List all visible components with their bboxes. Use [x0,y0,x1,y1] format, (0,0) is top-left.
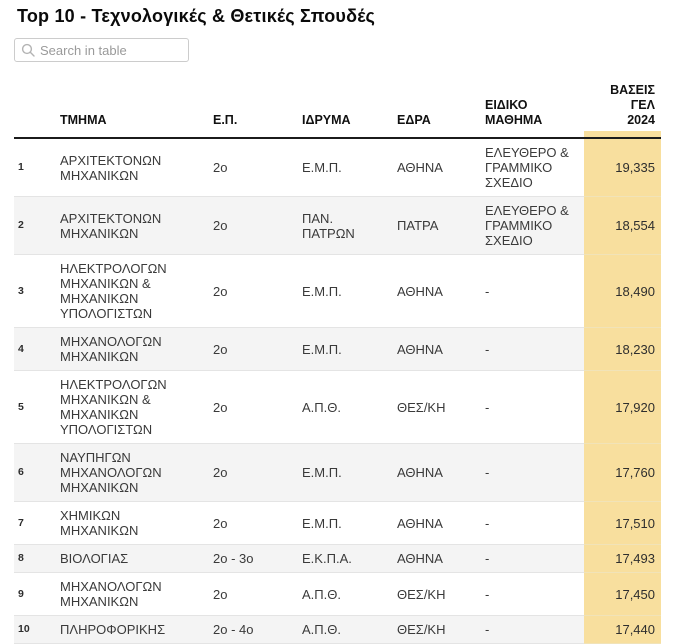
cell-eidiko-mathima: ΕΛΕΥΘΕΡΟ & ΓΡΑΜΜΙΚΟ ΣΧΕΔΙΟ [485,196,584,255]
table-row: 10 ΠΛΗΡΟΦΟΡΙΚΗΣ 2ο - 4ο Α.Π.Θ. ΘΕΣ/ΚΗ -17,440 [14,615,661,644]
table-row: 1 ΑΡΧΙΤΕΚΤΟΝΩΝ ΜΗΧΑΝΙΚΩΝ 2ο Ε.Μ.Π. ΑΘΗΝΑ ΕΛΕΥ… [14,138,661,197]
table-row: 9 ΜΗΧΑΝΟΛΟΓΩΝ ΜΗΧΑΝΙΚΩΝ 2ο Α.Π.Θ. ΘΕΣ/ΚΗ -17,… [14,572,661,616]
cell-ep: 2ο [213,501,302,545]
cell-ep: 2ο [213,254,302,328]
cell-edra: ΑΘΗΝΑ [397,327,485,371]
cell-tmima: ΗΛΕΚΤΡΟΛΟΓΩΝ ΜΗΧΑΝΙΚΩΝ & ΜΗΧΑΝΙΚΩΝ ΥΠΟΛΟ… [60,370,213,444]
column-header-rank [14,79,60,139]
cell-rank: 2 [14,196,60,255]
cell-vaseis-gel-2024: 17,440 [584,615,661,644]
cell-ep: 2ο - 3ο [213,544,302,573]
cell-eidiko-mathima: - [485,327,584,371]
search-box[interactable] [14,38,189,62]
cell-vaseis-gel-2024: 17,760 [584,443,661,502]
cell-rank: 6 [14,443,60,502]
column-header-edra: ΕΔΡΑ [397,79,485,139]
cell-edra: ΠΑΤΡΑ [397,196,485,255]
cell-eidiko-mathima: - [485,615,584,644]
table-row: 8 ΒΙΟΛΟΓΙΑΣ 2ο - 3ο Ε.Κ.Π.Α. ΑΘΗΝΑ -17,493 [14,544,661,573]
cell-eidiko-mathima: - [485,544,584,573]
table-header-row: ΤΜΗΜΑ Ε.Π. ΙΔΡΥΜΑ ΕΔΡΑ ΕΙΔΙΚΟ ΜΑΘΗΜΑ ΒΑΣ… [14,79,661,139]
cell-eidiko-mathima: - [485,501,584,545]
column-header-vaseis-gel-2024: ΒΑΣΕΙΣ ΓΕΛ 2024 [584,79,661,139]
cell-rank: 4 [14,327,60,371]
cell-edra: ΑΘΗΝΑ [397,138,485,197]
cell-tmima: ΠΛΗΡΟΦΟΡΙΚΗΣ [60,615,213,644]
cell-edra: ΑΘΗΝΑ [397,254,485,328]
cell-tmima: ΑΡΧΙΤΕΚΤΟΝΩΝ ΜΗΧΑΝΙΚΩΝ [60,196,213,255]
cell-idryma: Ε.Μ.Π. [302,443,397,502]
cell-ep: 2ο [213,138,302,197]
table-row: 3 ΗΛΕΚΤΡΟΛΟΓΩΝ ΜΗΧΑΝΙΚΩΝ & ΜΗΧΑΝΙΚΩΝ ΥΠΟΛ… [14,254,661,328]
cell-edra: ΑΘΗΝΑ [397,501,485,545]
cell-vaseis-gel-2024: 17,920 [584,370,661,444]
cell-vaseis-gel-2024: 17,493 [584,544,661,573]
cell-rank: 9 [14,572,60,616]
search-input[interactable] [40,42,182,58]
cell-tmima: ΒΙΟΛΟΓΙΑΣ [60,544,213,573]
cell-vaseis-gel-2024: 18,490 [584,254,661,328]
cell-edra: ΘΕΣ/ΚΗ [397,572,485,616]
cell-tmima: ΝΑΥΠΗΓΩΝ ΜΗΧΑΝΟΛΟΓΩΝ ΜΗΧΑΝΙΚΩΝ [60,443,213,502]
cell-rank: 3 [14,254,60,328]
cell-edra: ΑΘΗΝΑ [397,544,485,573]
cell-ep: 2ο [213,572,302,616]
cell-ep: 2ο [213,327,302,371]
cell-tmima: ΑΡΧΙΤΕΚΤΟΝΩΝ ΜΗΧΑΝΙΚΩΝ [60,138,213,197]
table-body: 1 ΑΡΧΙΤΕΚΤΟΝΩΝ ΜΗΧΑΝΙΚΩΝ 2ο Ε.Μ.Π. ΑΘΗΝΑ ΕΛΕΥ… [14,138,661,644]
table-row: 2 ΑΡΧΙΤΕΚΤΟΝΩΝ ΜΗΧΑΝΙΚΩΝ 2ο ΠΑΝ. ΠΑΤΡΩΝ ΠΑΤΡ… [14,196,661,255]
cell-idryma: Ε.Μ.Π. [302,138,397,197]
cell-vaseis-gel-2024: 17,510 [584,501,661,545]
cell-vaseis-gel-2024: 19,335 [584,138,661,197]
cell-idryma: Ε.Κ.Π.Α. [302,544,397,573]
cell-tmima: ΗΛΕΚΤΡΟΛΟΓΩΝ ΜΗΧΑΝΙΚΩΝ & ΜΗΧΑΝΙΚΩΝ ΥΠΟΛΟ… [60,254,213,328]
cell-rank: 7 [14,501,60,545]
cell-vaseis-gel-2024: 18,230 [584,327,661,371]
cell-edra: ΘΕΣ/ΚΗ [397,370,485,444]
cell-edra: ΑΘΗΝΑ [397,443,485,502]
cell-ep: 2ο [213,443,302,502]
cell-idryma: Ε.Μ.Π. [302,254,397,328]
top10-table: ΤΜΗΜΑ Ε.Π. ΙΔΡΥΜΑ ΕΔΡΑ ΕΙΔΙΚΟ ΜΑΘΗΜΑ ΒΑΣ… [14,79,661,644]
table-row: 7 ΧΗΜΙΚΩΝ ΜΗΧΑΝΙΚΩΝ 2ο Ε.Μ.Π. ΑΘΗΝΑ -17,510 [14,501,661,545]
cell-ep: 2ο [213,196,302,255]
column-header-tmima: ΤΜΗΜΑ [60,79,213,139]
cell-idryma: Ε.Μ.Π. [302,501,397,545]
cell-tmima: ΜΗΧΑΝΟΛΟΓΩΝ ΜΗΧΑΝΙΚΩΝ [60,327,213,371]
cell-tmima: ΧΗΜΙΚΩΝ ΜΗΧΑΝΙΚΩΝ [60,501,213,545]
table-row: 5 ΗΛΕΚΤΡΟΛΟΓΩΝ ΜΗΧΑΝΙΚΩΝ & ΜΗΧΑΝΙΚΩΝ ΥΠΟΛ… [14,370,661,444]
cell-edra: ΘΕΣ/ΚΗ [397,615,485,644]
column-header-ep: Ε.Π. [213,79,302,139]
cell-eidiko-mathima: - [485,572,584,616]
cell-eidiko-mathima: - [485,254,584,328]
cell-ep: 2ο [213,370,302,444]
cell-eidiko-mathima: - [485,370,584,444]
search-icon [21,43,35,57]
page-title: Top 10 - Τεχνολογικές & Θετικές Σπουδές [17,6,376,26]
cell-ep: 2ο - 4ο [213,615,302,644]
column-header-idryma: ΙΔΡΥΜΑ [302,79,397,139]
cell-eidiko-mathima: - [485,443,584,502]
cell-rank: 8 [14,544,60,573]
cell-rank: 10 [14,615,60,644]
cell-idryma: Α.Π.Θ. [302,572,397,616]
cell-idryma: Α.Π.Θ. [302,370,397,444]
column-header-eidiko-mathima: ΕΙΔΙΚΟ ΜΑΘΗΜΑ [485,79,584,139]
cell-eidiko-mathima: ΕΛΕΥΘΕΡΟ & ΓΡΑΜΜΙΚΟ ΣΧΕΔΙΟ [485,138,584,197]
table-row: 4 ΜΗΧΑΝΟΛΟΓΩΝ ΜΗΧΑΝΙΚΩΝ 2ο Ε.Μ.Π. ΑΘΗΝΑ -18,2… [14,327,661,371]
cell-idryma: ΠΑΝ. ΠΑΤΡΩΝ [302,196,397,255]
table-header: ΤΜΗΜΑ Ε.Π. ΙΔΡΥΜΑ ΕΔΡΑ ΕΙΔΙΚΟ ΜΑΘΗΜΑ ΒΑΣ… [14,79,661,139]
cell-rank: 5 [14,370,60,444]
cell-vaseis-gel-2024: 18,554 [584,196,661,255]
cell-idryma: Α.Π.Θ. [302,615,397,644]
cell-vaseis-gel-2024: 17,450 [584,572,661,616]
table-row: 6 ΝΑΥΠΗΓΩΝ ΜΗΧΑΝΟΛΟΓΩΝ ΜΗΧΑΝΙΚΩΝ 2ο Ε.Μ.Π. Α… [14,443,661,502]
cell-idryma: Ε.Μ.Π. [302,327,397,371]
cell-tmima: ΜΗΧΑΝΟΛΟΓΩΝ ΜΗΧΑΝΙΚΩΝ [60,572,213,616]
cell-rank: 1 [14,138,60,197]
